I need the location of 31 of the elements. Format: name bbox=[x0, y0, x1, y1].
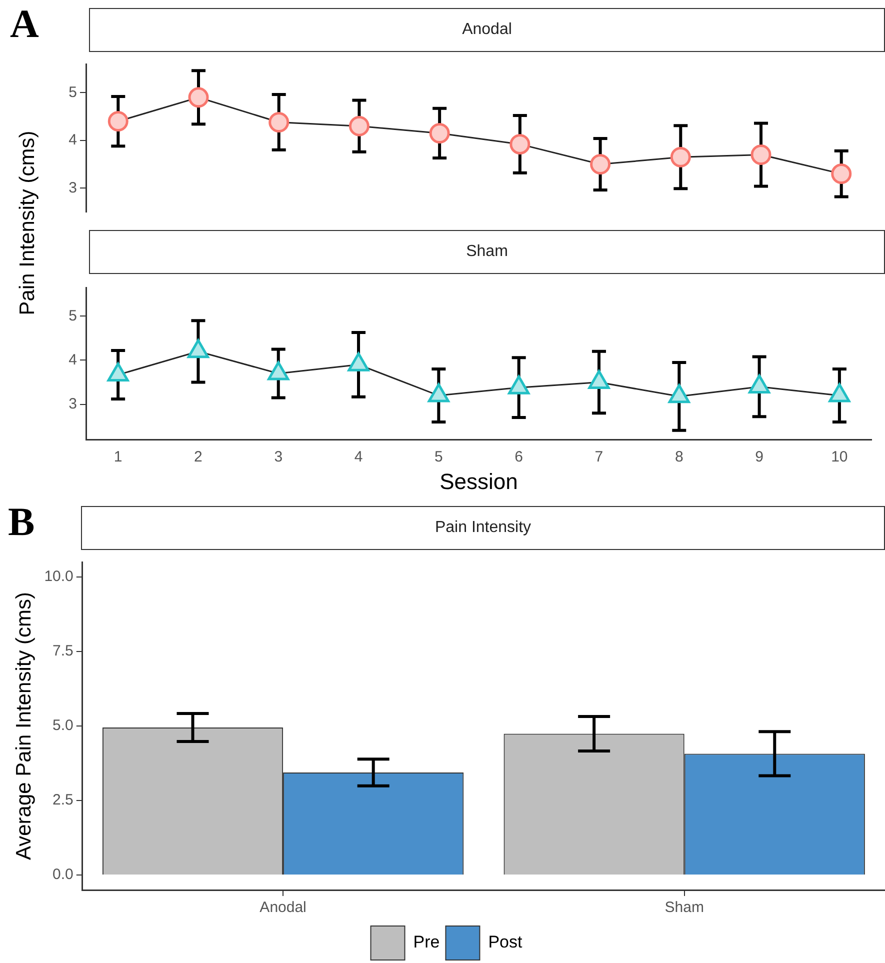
chart-title: Pain Intensity bbox=[81, 506, 885, 550]
text: B bbox=[8, 498, 35, 545]
x-tick-label: 7 bbox=[594, 448, 604, 466]
chart-title: Anodal bbox=[89, 8, 885, 52]
x-tick-label: 4 bbox=[354, 448, 363, 466]
x-tick-label: 2 bbox=[194, 448, 202, 466]
legend-label: Post bbox=[488, 932, 523, 952]
y-tick-label: 4 bbox=[68, 132, 77, 149]
x-axis-title: Session bbox=[440, 468, 518, 494]
y-tick-label: 10.0 bbox=[44, 568, 74, 586]
y-tick-label: 3 bbox=[68, 395, 77, 412]
x-tick-label: 9 bbox=[755, 448, 764, 466]
x-tick-label: 1 bbox=[114, 448, 122, 466]
y-tick-label: 3 bbox=[68, 179, 77, 196]
y-tick-label: 5.0 bbox=[52, 717, 74, 734]
x-tick-label: 5 bbox=[434, 448, 443, 466]
legend-label: Pre bbox=[413, 932, 440, 952]
y-tick-label: 2.5 bbox=[52, 792, 74, 809]
x-tick-label: 8 bbox=[674, 448, 684, 466]
x-tick-label: 3 bbox=[274, 448, 283, 466]
text: A bbox=[10, 0, 39, 47]
y-axis-title: Average Pain Intensity (cms) bbox=[12, 592, 36, 860]
y-tick-label: 4 bbox=[68, 351, 77, 368]
y-tick-label: 7.5 bbox=[52, 642, 74, 660]
y-tick-label: 5 bbox=[68, 307, 77, 324]
x-tick-label: 6 bbox=[514, 448, 523, 466]
chart-title: Sham bbox=[89, 230, 885, 274]
y-tick-label: 5 bbox=[68, 84, 77, 101]
y-axis-title: Pain Intensity (cms) bbox=[16, 130, 40, 316]
x-tick-label: 10 bbox=[831, 448, 848, 466]
y-tick-label: 0.0 bbox=[52, 866, 74, 884]
